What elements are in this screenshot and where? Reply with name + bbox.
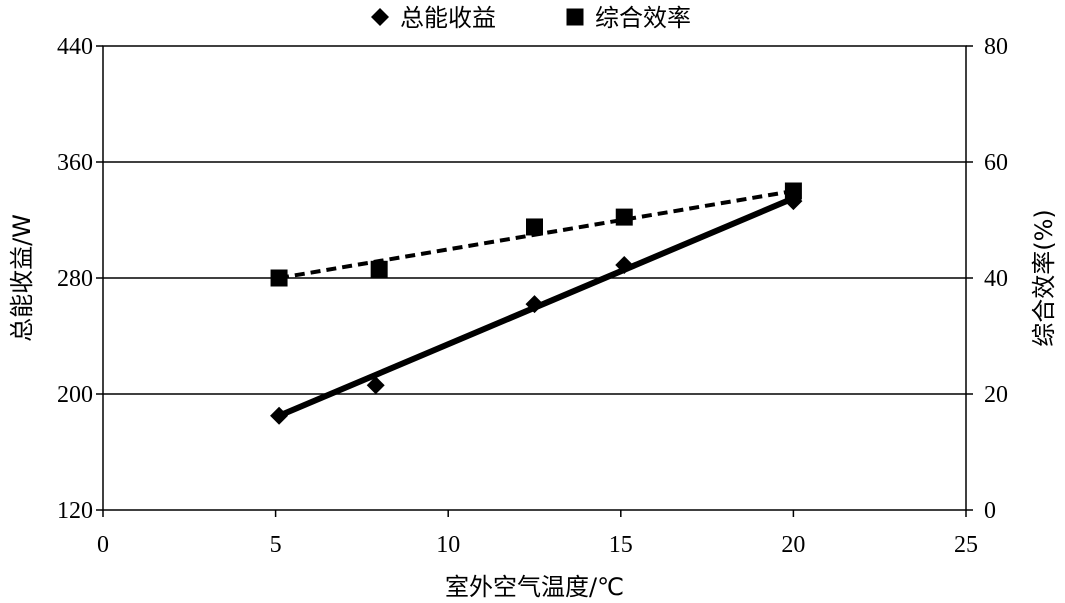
total-energy-point [366, 376, 385, 395]
grid-lines [103, 161, 966, 395]
y-left-tick-label: 280 [57, 266, 93, 292]
x-tick-label: 10 [436, 532, 460, 558]
y-left-tick-label: 360 [57, 150, 93, 176]
x-axis-title: 室外空气温度/℃ [445, 573, 624, 601]
y-left-tick-label: 200 [57, 382, 93, 408]
x-tick-label: 15 [609, 532, 633, 558]
y-right-tick-label: 40 [984, 266, 1008, 292]
legend-marker-2 [566, 8, 584, 26]
legend-marker-1 [371, 8, 389, 26]
y-left-tick-label: 120 [57, 498, 93, 524]
y-left-tick-label: 440 [57, 34, 93, 60]
x-tick-label: 5 [270, 532, 282, 558]
x-tick-label: 0 [97, 532, 109, 558]
efficiency-point [615, 208, 633, 226]
axes [96, 45, 973, 517]
y-right-tick-label: 0 [984, 498, 996, 524]
efficiency-point [526, 218, 543, 236]
efficiency-point [784, 182, 802, 200]
efficiency-point [370, 260, 388, 278]
total-energy-point [525, 295, 544, 314]
y-left-axis-title: 总能收益/W [8, 214, 36, 342]
x-tick-label: 25 [954, 532, 978, 558]
total-energy-point [615, 255, 634, 274]
legend-label-1: 总能收益 [400, 4, 496, 32]
axis-labels: 0 5 10 15 20 25 120 200 280 360 440 0 20 40 60 80 室外空气温度… [8, 34, 1058, 601]
y-right-tick-label: 20 [984, 382, 1008, 408]
total-energy-point [270, 406, 289, 425]
data-markers [270, 182, 803, 425]
y-right-axis-title: 综合效率(%) [1030, 209, 1058, 347]
efficiency-point [270, 269, 288, 287]
y-right-tick-label: 60 [984, 150, 1008, 176]
legend-label-2: 综合效率 [595, 4, 691, 32]
x-tick-label: 20 [781, 532, 805, 558]
y-right-tick-label: 80 [984, 34, 1008, 60]
legend: 总能收益 综合效率 [371, 4, 691, 32]
